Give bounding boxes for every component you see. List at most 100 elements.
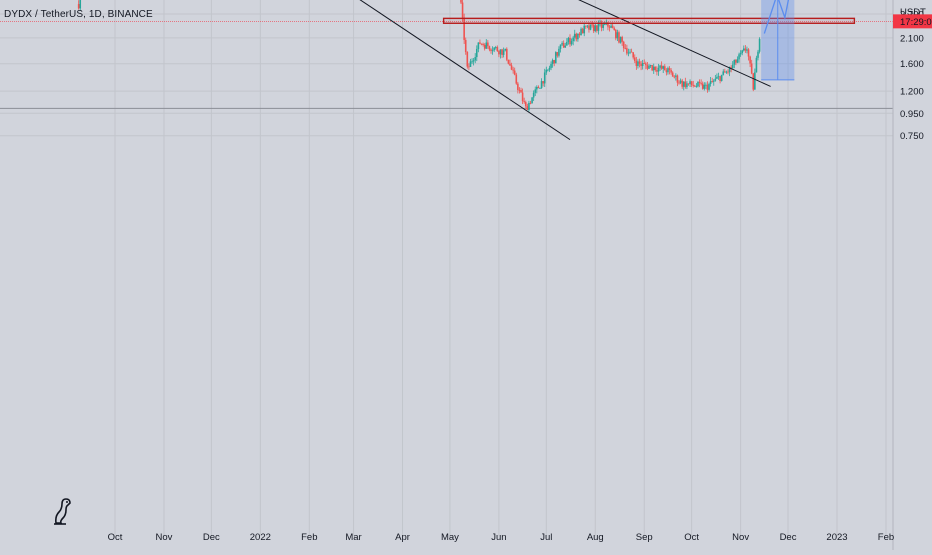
candle-up — [648, 63, 650, 69]
candle-body — [504, 48, 507, 51]
candle-down — [719, 75, 721, 84]
trendlines[interactable] — [63, 0, 771, 141]
candle-body — [629, 51, 631, 53]
candle-down — [517, 81, 519, 94]
candle-body — [643, 63, 646, 64]
time-tick-label: May — [441, 532, 459, 543]
candle-body — [689, 81, 691, 84]
candle-body — [583, 25, 586, 34]
candle-up — [667, 66, 669, 75]
candle-up — [545, 66, 548, 75]
candle-down — [681, 78, 683, 89]
trendline-lower[interactable] — [63, 0, 571, 141]
candle-down — [512, 66, 514, 74]
candle-up — [573, 29, 576, 42]
price-axis[interactable]: USDT29.50023.50017.50013.50010.5007.5006… — [892, 0, 932, 550]
candle-down — [711, 77, 713, 83]
candle-body — [727, 71, 729, 73]
candle-down — [488, 45, 491, 52]
candle-down — [520, 87, 522, 93]
candle-up — [477, 42, 480, 53]
candle-body — [536, 86, 538, 90]
candle-down — [638, 58, 641, 68]
time-axis[interactable]: Oct Nov Dec 2022 Feb Mar Apr May Jun Jul Aug Sep Oct… — [0, 526, 895, 543]
candle-body — [594, 25, 597, 32]
candle-body — [561, 43, 563, 45]
candle-body — [701, 83, 704, 89]
candle-body — [567, 37, 570, 43]
candle-body — [485, 42, 488, 49]
time-tick-label: Oct — [108, 532, 123, 543]
candle-body — [667, 68, 669, 73]
candle-body — [608, 26, 611, 28]
candle-up — [559, 44, 562, 53]
candle-body — [627, 52, 630, 54]
candle-body — [749, 56, 751, 64]
candle-up — [474, 53, 477, 64]
candle-body — [706, 84, 709, 90]
candle-body — [518, 89, 521, 91]
candle-body — [632, 52, 634, 58]
measure-tool[interactable] — [761, 0, 799, 81]
candle-body — [570, 41, 573, 45]
candle-body — [482, 43, 484, 45]
candle-body — [509, 63, 511, 66]
candle-up — [491, 46, 494, 55]
time-tick-label: Jul — [540, 532, 552, 543]
candle-body — [477, 42, 480, 49]
candle-body — [569, 37, 571, 45]
current-price-time: 17:29:02 — [900, 17, 932, 28]
price-tick-label: 1.600 — [900, 59, 924, 70]
time-tick-label: 2023 — [826, 532, 847, 543]
candle-body — [649, 65, 652, 66]
candle-down — [747, 48, 750, 61]
resistance-zone-box[interactable] — [442, 17, 856, 24]
time-tick-label: Nov — [156, 532, 173, 543]
candle-down — [515, 72, 518, 85]
candle-body — [651, 65, 653, 71]
candle-up — [659, 64, 661, 71]
candle-body — [724, 71, 726, 73]
candle-down — [698, 79, 701, 88]
candle-body — [603, 24, 606, 26]
candle-body — [622, 41, 625, 49]
candle-body — [581, 28, 584, 34]
candle-body — [638, 61, 641, 64]
candle-body — [717, 76, 720, 78]
candle-body — [733, 59, 736, 65]
candle-down — [479, 39, 481, 45]
candle-down — [724, 68, 726, 73]
candle-body — [592, 24, 595, 32]
candle-down — [464, 37, 467, 55]
projection-path[interactable] — [763, 0, 794, 34]
candle-body — [499, 49, 502, 55]
candles — [77, 0, 761, 112]
candle-down — [687, 83, 690, 86]
candle-body — [750, 63, 753, 74]
candle-body — [540, 81, 543, 89]
candle-body — [747, 49, 750, 57]
candle-down — [665, 68, 668, 76]
candle-body — [572, 37, 574, 42]
candle-down — [524, 100, 527, 109]
trendline-upper[interactable] — [101, 0, 771, 87]
candle-body — [690, 81, 693, 85]
candle-body — [543, 72, 546, 84]
price-axis-bg — [893, 0, 932, 550]
resistance-zone[interactable] — [442, 17, 856, 24]
candle-down — [615, 28, 617, 41]
candle-down — [498, 50, 500, 58]
candle-up — [469, 58, 472, 67]
candle-up — [716, 73, 718, 79]
candle-down — [581, 27, 584, 34]
candle-down — [608, 25, 611, 32]
candle-down — [482, 42, 484, 47]
candle-body — [660, 65, 663, 69]
candle-body — [758, 38, 761, 52]
candle-up — [733, 59, 736, 69]
candle-body — [735, 59, 737, 63]
candle-down — [750, 59, 753, 75]
candle-down — [569, 34, 571, 47]
